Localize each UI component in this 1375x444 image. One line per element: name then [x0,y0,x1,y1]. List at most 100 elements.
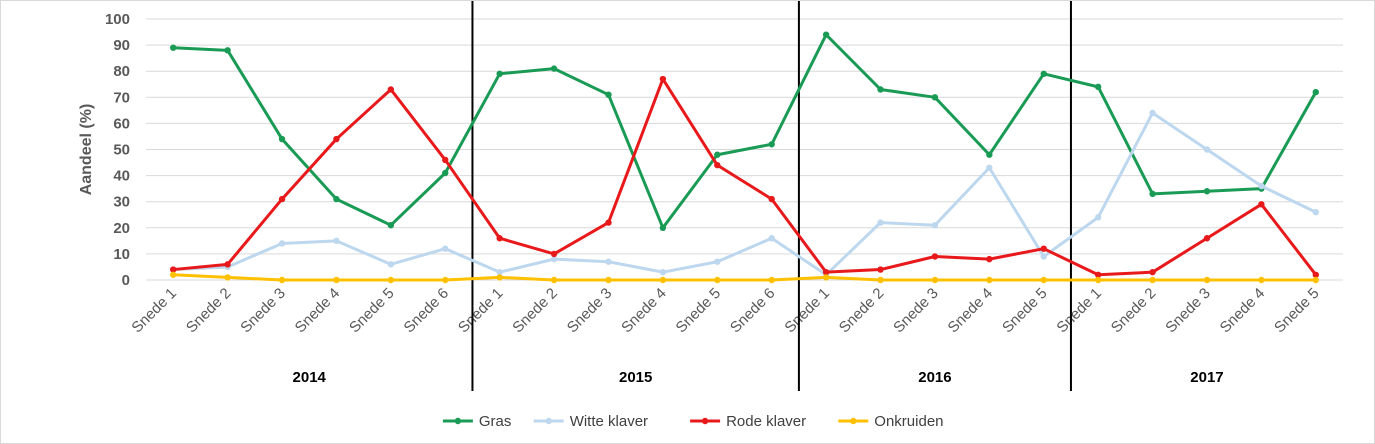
data-point [170,44,177,51]
x-tick-label: Snede 4 [945,285,997,337]
legend-swatch-marker [850,417,857,425]
data-point [768,235,775,242]
data-point [278,195,286,203]
data-point [496,268,503,276]
y-tick-label: 90 [113,37,130,54]
data-point [659,75,667,83]
y-tick-label: 40 [113,168,130,185]
data-point [1149,109,1156,117]
data-point [1312,276,1319,284]
legend-label: Onkruiden [874,413,943,430]
data-point [605,258,612,265]
data-point [550,255,558,263]
data-point [931,221,939,229]
data-point [278,240,286,247]
series-line-rode-klaver [171,77,1318,277]
data-point [1312,88,1319,96]
data-point [768,276,775,284]
data-point [333,135,340,143]
x-tick-label: Snede 1 [781,285,833,337]
x-tick-label: Snede 5 [999,285,1051,337]
x-tick-label: Snede 2 [1108,285,1160,337]
y-tick-label: 0 [122,272,130,289]
legend-label: Rode klaver [726,413,806,430]
data-point [714,151,721,158]
group-label-2014: 2014 [293,369,327,386]
data-point [224,261,231,268]
data-point [877,86,884,93]
data-point [605,276,612,284]
x-tick-label: Snede 4 [292,285,344,337]
data-point [986,164,993,171]
data-point [931,253,939,260]
data-point [822,31,830,38]
x-tick-label: Snede 6 [401,285,453,337]
data-point [224,47,231,54]
data-point [170,271,177,278]
x-tick-label: Snede 1 [128,285,180,337]
y-axis-label: Aandeel (%) [78,104,95,196]
data-point [714,276,721,284]
data-point [333,237,340,245]
y-tick-label: 30 [113,194,130,211]
data-point [659,224,667,231]
data-point [931,94,939,101]
data-point [931,276,939,284]
x-tick-label: Snede 5 [1271,285,1323,337]
series-line-gras [171,33,1318,230]
data-point [822,274,830,281]
series-line-witte-klaver [171,111,1318,277]
data-point [1149,190,1156,198]
data-point [1258,182,1265,190]
data-point [1312,271,1319,278]
data-point [877,276,884,284]
legend-label: Witte klaver [570,413,648,430]
data-point [1312,208,1319,216]
data-point [387,276,395,284]
data-point [877,266,884,273]
data-point [986,151,993,158]
y-tick-label: 100 [105,11,130,28]
data-point [1258,201,1265,208]
x-tick-label: Snede 5 [346,285,398,337]
data-point [442,245,449,252]
x-tick-label: Snede 2 [509,285,561,337]
data-point [1149,268,1156,276]
x-tick-label: Snede 3 [237,285,289,337]
data-point [1203,235,1211,242]
data-point [1040,245,1047,252]
data-point [605,91,612,98]
data-point [1094,271,1102,278]
data-point [496,70,503,78]
data-point [442,276,449,284]
data-point [1040,276,1047,284]
data-point [170,266,177,273]
data-point [387,221,395,229]
x-tick-label: Snede 4 [618,285,670,337]
legend-swatch-marker [545,417,552,425]
data-point [550,250,558,258]
group-label-2015: 2015 [619,369,652,386]
data-point [333,276,340,284]
series-line-onkruiden [171,273,1318,282]
legend-swatch-marker [454,417,462,425]
y-tick-label: 20 [113,220,130,237]
x-tick-label: Snede 1 [1053,285,1105,337]
y-tick-label: 60 [113,115,130,132]
data-point [224,274,231,281]
data-point [1203,188,1211,195]
data-point [442,169,449,177]
y-tick-label: 50 [113,142,130,159]
data-point [822,268,830,276]
data-point [1094,276,1102,284]
data-point [659,268,667,276]
data-point [278,276,286,284]
data-point [605,219,612,226]
data-point [1258,276,1265,284]
data-point [768,195,775,203]
data-point [442,156,449,164]
x-tick-label: Snede 1 [455,285,507,337]
data-point [1040,253,1047,260]
